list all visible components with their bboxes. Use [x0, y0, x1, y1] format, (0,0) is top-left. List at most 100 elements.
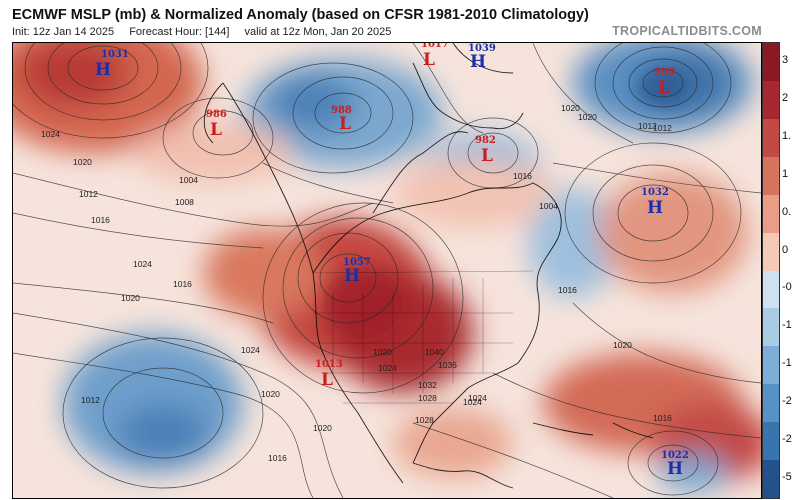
- colorbar-label: 0: [782, 243, 789, 256]
- colorbar-label: -2: [782, 395, 792, 408]
- valid-time: valid at 12z Mon, Jan 20 2025: [244, 26, 392, 38]
- isobar-label: 1004: [179, 175, 198, 185]
- colorbar-label: -1: [782, 319, 792, 332]
- colorbar-label: -0: [782, 281, 792, 294]
- isobar-label: 1004: [539, 201, 558, 211]
- coastlines: [203, 43, 654, 489]
- high-pressure-center: 1031 H: [95, 49, 129, 80]
- low-pressure-center: 988 L: [331, 105, 352, 134]
- map-header: ECMWF MSLP (mb) & Normalized Anomaly (ba…: [0, 0, 793, 42]
- isobar-label: 1020: [313, 423, 332, 433]
- high-pressure-center: 1039 H: [468, 43, 496, 72]
- colorbar-label: 0.: [782, 205, 792, 218]
- isobar-label: 1020: [578, 112, 597, 122]
- colorbar-segment: [763, 80, 779, 119]
- isobar-label: 1020: [121, 293, 140, 303]
- mslp-anomaly-map: 1024 1020 1016 1012 1008 1004 1024 1020 …: [12, 42, 762, 499]
- center-symbol: L: [658, 78, 670, 98]
- center-value: 1032: [641, 187, 669, 198]
- center-symbol: H: [647, 198, 663, 218]
- forecast-hour: Forecast Hour: [144]: [129, 26, 230, 38]
- colorbar-label: -2: [782, 433, 792, 446]
- isobar-label: 1024: [241, 345, 260, 355]
- low-pressure-center: 990 L: [654, 67, 675, 98]
- low-pressure-center: 1013 L: [315, 359, 343, 390]
- colorbar-segment: [763, 460, 779, 499]
- center-value: 1031: [101, 49, 129, 60]
- high-pressure-center: 1022 H: [661, 450, 689, 479]
- isobar-label: 1028: [415, 415, 434, 425]
- center-value: 1022: [661, 450, 689, 461]
- low-pressure-center: 1017 L: [421, 43, 449, 70]
- center-value: 1039: [468, 43, 496, 54]
- isobar-label: 1012: [81, 395, 100, 405]
- isobar-label: 1024: [133, 259, 152, 269]
- colorbar-segment: [763, 232, 779, 271]
- colorbar-segment: [763, 194, 779, 233]
- borders: [312, 270, 534, 404]
- init-time: Init: 12z Jan 14 2025: [12, 26, 115, 38]
- map-title: ECMWF MSLP (mb) & Normalized Anomaly (ba…: [12, 7, 589, 23]
- pressure-center-layer: 1031 H 986 L 988 L 1017 L 1039 H 982 L: [95, 43, 689, 479]
- isobar-label: 1008: [175, 197, 194, 207]
- center-value: 1017: [421, 43, 449, 50]
- isobar-label: 1020: [561, 103, 580, 113]
- colorbar-segment: [763, 43, 779, 81]
- isobar-label-layer: 1024 1020 1016 1012 1008 1004 1024 1020 …: [41, 103, 672, 463]
- anomaly-colorbar: [762, 42, 780, 499]
- center-symbol: H: [470, 52, 486, 72]
- isobar-label: 1016: [653, 413, 672, 423]
- colorbar-label: -5: [782, 471, 792, 484]
- center-value: 988: [331, 105, 352, 116]
- isobar-label: 1020: [373, 347, 392, 357]
- colorbar-label: -1: [782, 357, 792, 370]
- isobar-label: 1020: [261, 389, 280, 399]
- isobar-label: 1024: [463, 397, 482, 407]
- center-symbol: H: [344, 266, 360, 286]
- colorbar-label: 3: [782, 53, 789, 66]
- isobar-label: 1028: [418, 393, 437, 403]
- center-symbol: H: [95, 60, 111, 80]
- isobar-label: 1032: [418, 380, 437, 390]
- isobar-label: 1012: [638, 121, 657, 131]
- isobar-label: 1016: [91, 215, 110, 225]
- center-value: 986: [206, 109, 227, 120]
- isobar-label: 1016: [268, 453, 287, 463]
- colorbar-segment: [763, 270, 779, 309]
- site-watermark: TROPICALTIDBITS.COM: [612, 24, 762, 38]
- isobar-label: 1020: [613, 340, 632, 350]
- low-pressure-center: 986 L: [206, 109, 227, 140]
- colorbar-segment: [763, 384, 779, 423]
- isobar-label: 1012: [79, 189, 98, 199]
- colorbar-segment: [763, 346, 779, 385]
- colorbar-label: 2: [782, 91, 789, 104]
- center-value: 990: [654, 67, 675, 78]
- center-symbol: L: [339, 114, 351, 134]
- colorbar-segment: [763, 118, 779, 157]
- isobar-label: 1016: [558, 285, 577, 295]
- isobar-label: 1024: [468, 393, 487, 403]
- isobar-label: 1024: [41, 129, 60, 139]
- colorbar-segment: [763, 308, 779, 347]
- center-symbol: L: [321, 370, 333, 390]
- colorbar-segment: [763, 422, 779, 461]
- center-value: 1057: [343, 257, 371, 268]
- high-pressure-center: 1057 H: [343, 257, 371, 286]
- colorbar-segment: [763, 156, 779, 195]
- isobar-label: 1020: [73, 157, 92, 167]
- map-subtitle: Init: 12z Jan 14 2025 Forecast Hour: [14…: [12, 26, 403, 38]
- anomaly-shading: [13, 43, 761, 493]
- colorbar-label: 1.: [782, 129, 792, 142]
- isobar-label: 1016: [513, 171, 532, 181]
- center-symbol: H: [667, 459, 683, 479]
- low-pressure-center: 982 L: [475, 135, 496, 166]
- isobar-label: 1012: [653, 123, 672, 133]
- high-pressure-center: 1032 H: [641, 187, 669, 218]
- isobar-lines: [13, 43, 761, 498]
- center-symbol: L: [481, 146, 493, 166]
- center-value: 982: [475, 135, 496, 146]
- center-symbol: L: [423, 50, 435, 70]
- isobar-label: 1040: [425, 347, 444, 357]
- center-symbol: L: [210, 120, 222, 140]
- colorbar-label: 1: [782, 167, 789, 180]
